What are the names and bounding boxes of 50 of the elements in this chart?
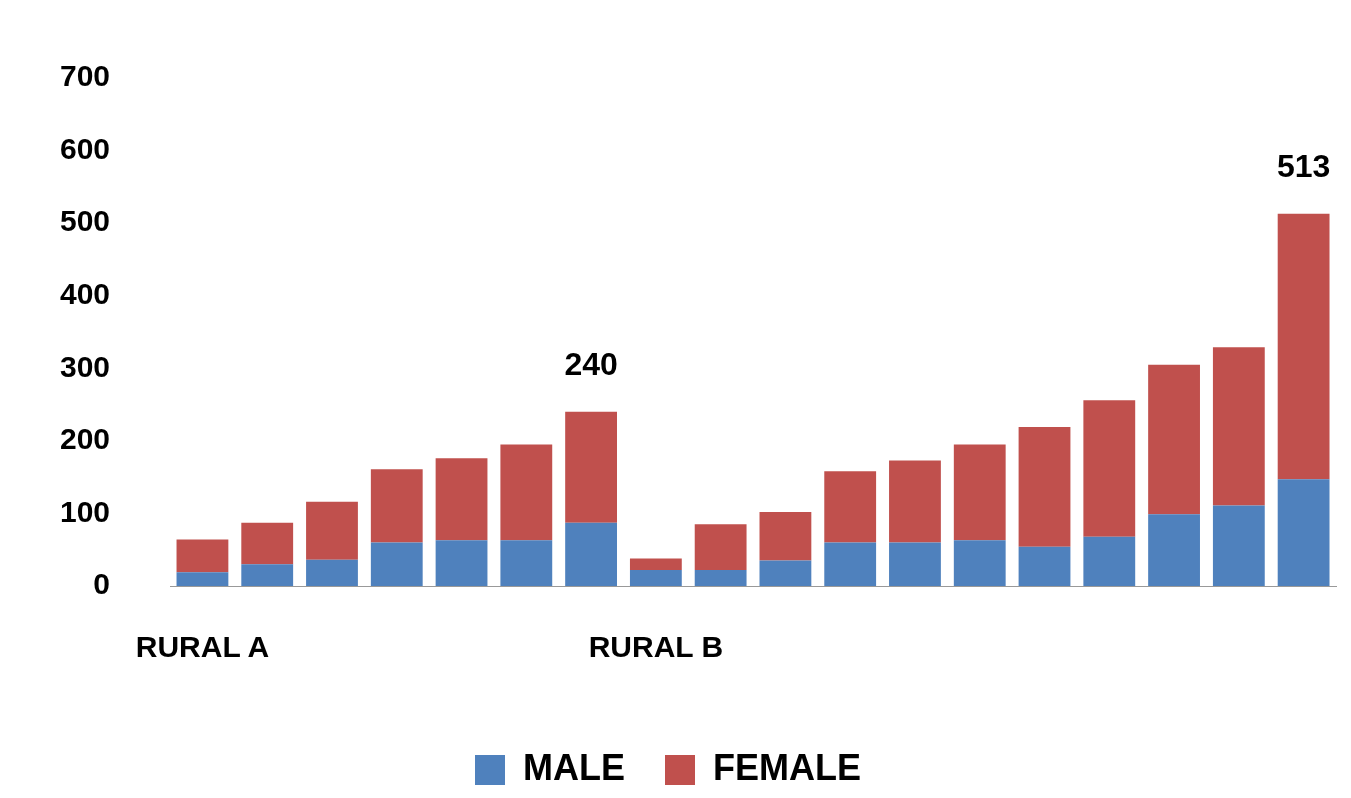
y-tick-label: 500 xyxy=(59,204,111,238)
bar xyxy=(500,444,553,541)
legend-label: FEMALE xyxy=(713,746,861,788)
bar xyxy=(953,540,1006,586)
bar xyxy=(953,444,1006,541)
bar xyxy=(435,458,488,541)
bar xyxy=(1083,400,1136,537)
bar xyxy=(565,411,617,523)
bar xyxy=(306,559,358,586)
bar xyxy=(241,522,294,565)
bar xyxy=(1083,536,1136,586)
bar xyxy=(565,522,617,586)
bar xyxy=(889,460,941,543)
bar xyxy=(1148,364,1200,515)
bar xyxy=(629,570,682,586)
bar xyxy=(824,542,877,586)
bar xyxy=(694,570,747,586)
bar xyxy=(1018,427,1071,547)
bar xyxy=(1277,213,1330,480)
y-tick-label: 600 xyxy=(59,131,111,165)
bar xyxy=(889,542,941,586)
bar xyxy=(694,524,747,571)
y-tick-label: 100 xyxy=(59,494,111,528)
bar xyxy=(759,511,812,561)
total-label: 513 xyxy=(1276,147,1331,184)
bar xyxy=(176,539,229,573)
total-label: 240 xyxy=(564,345,618,382)
y-tick-label: 300 xyxy=(59,349,111,383)
bar xyxy=(1212,347,1265,506)
bar xyxy=(176,572,229,586)
bar xyxy=(500,540,553,586)
y-tick-label: 0 xyxy=(93,567,111,601)
x-tick-label: RURAL B xyxy=(588,630,724,664)
bar xyxy=(1212,505,1265,586)
bar xyxy=(306,501,358,560)
legend-label: MALE xyxy=(523,746,626,788)
bar xyxy=(1148,514,1200,586)
bar xyxy=(824,471,877,543)
bar xyxy=(435,540,488,586)
bar xyxy=(1018,546,1071,586)
bar xyxy=(759,560,812,586)
y-tick-label: 700 xyxy=(59,59,111,93)
bar xyxy=(1277,479,1330,586)
y-tick-label: 400 xyxy=(59,276,111,310)
bar xyxy=(370,469,423,543)
y-tick-label: 200 xyxy=(59,422,111,456)
bar xyxy=(370,542,423,586)
x-tick-label: RURAL A xyxy=(135,630,270,664)
bar xyxy=(241,564,294,586)
bar xyxy=(629,558,682,571)
